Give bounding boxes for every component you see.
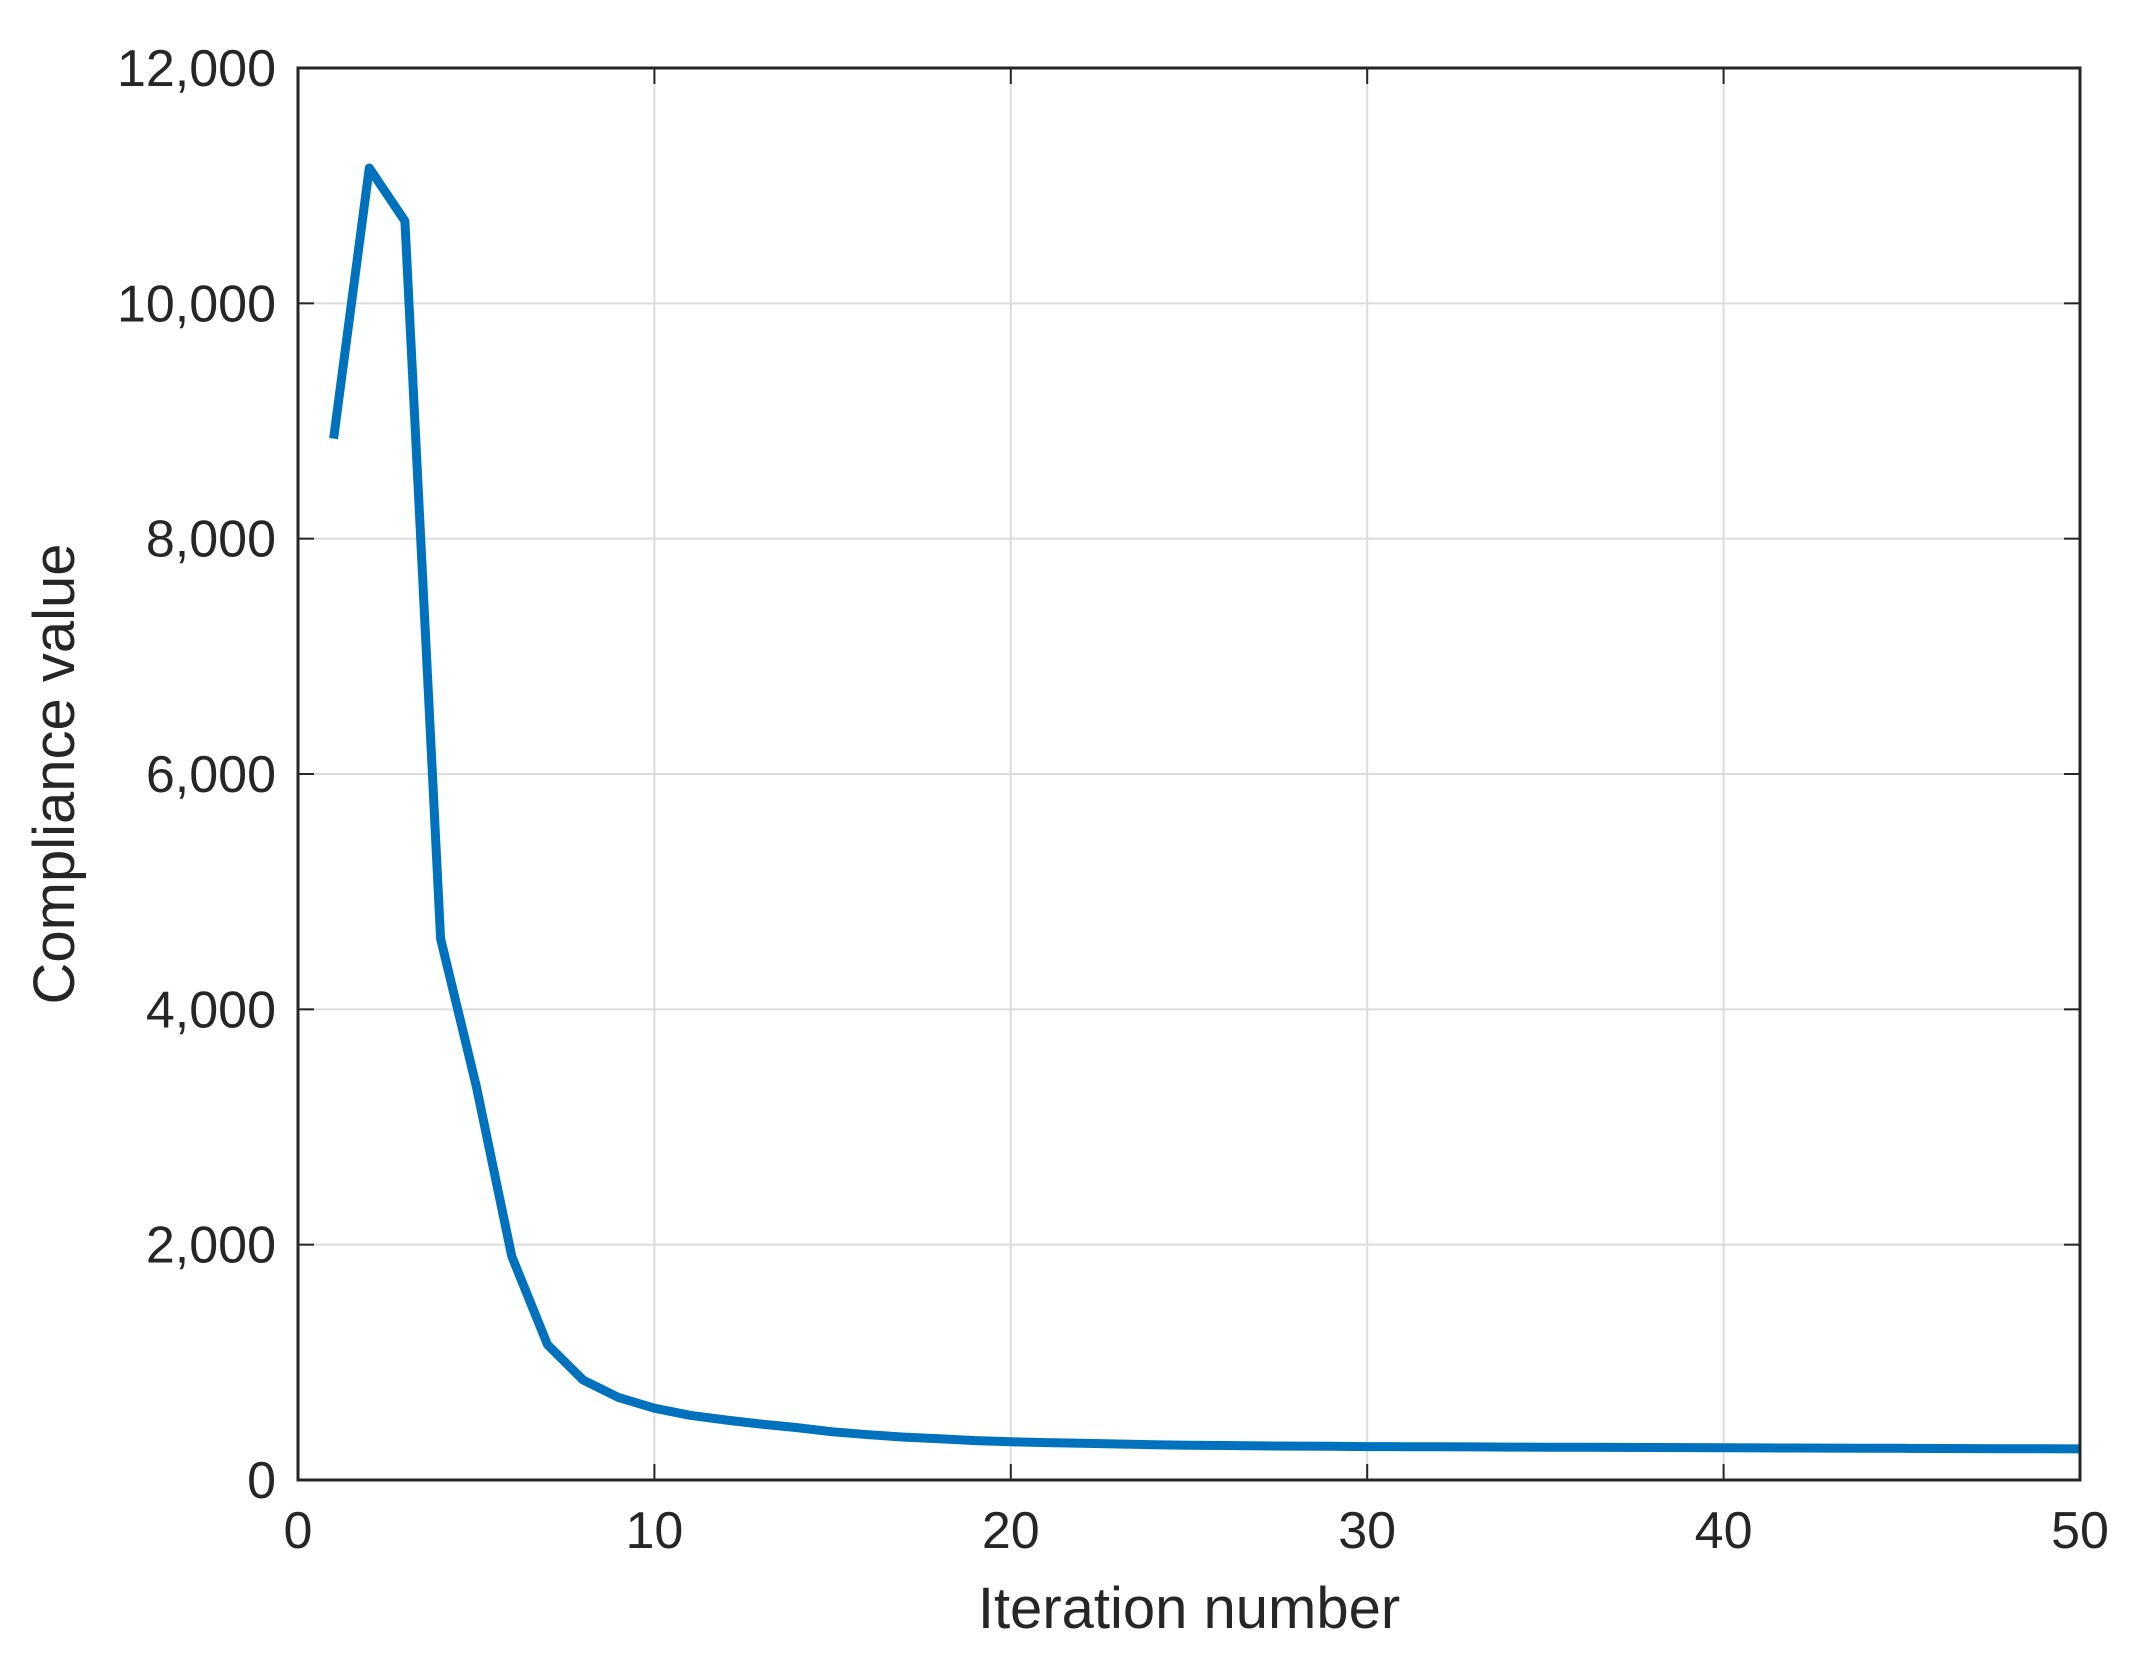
- x-tick-label: 20: [982, 1502, 1040, 1560]
- x-tick-label: 50: [2051, 1502, 2109, 1560]
- y-tick-label: 0: [247, 1452, 276, 1510]
- y-tick-label: 6,000: [146, 746, 276, 804]
- y-tick-label: 4,000: [146, 981, 276, 1039]
- series-lines: [329, 163, 2081, 1454]
- y-tick-label: 8,000: [146, 511, 276, 569]
- x-axis-title: Iteration number: [978, 1576, 1400, 1641]
- x-tick-label: 0: [284, 1502, 313, 1560]
- y-axis-title: Compliance value: [22, 543, 87, 1004]
- y-tick-label: 2,000: [146, 1217, 276, 1275]
- tick-marks: [297, 67, 2081, 1481]
- x-tick-labels: 0 10 20 30 40 50: [284, 1502, 2109, 1560]
- x-tick-label: 10: [625, 1502, 683, 1560]
- x-tick-label: 30: [1338, 1502, 1396, 1560]
- y-tick-label: 12,000: [117, 40, 276, 98]
- y-tick-label: 10,000: [117, 275, 276, 333]
- series-line-1: [329, 163, 2081, 1454]
- grid-lines: [298, 68, 2080, 1480]
- y-tick-labels: 0 2,000 4,000 6,000 8,000 10,000 12,000: [117, 40, 276, 1510]
- x-tick-label: 40: [1695, 1502, 1753, 1560]
